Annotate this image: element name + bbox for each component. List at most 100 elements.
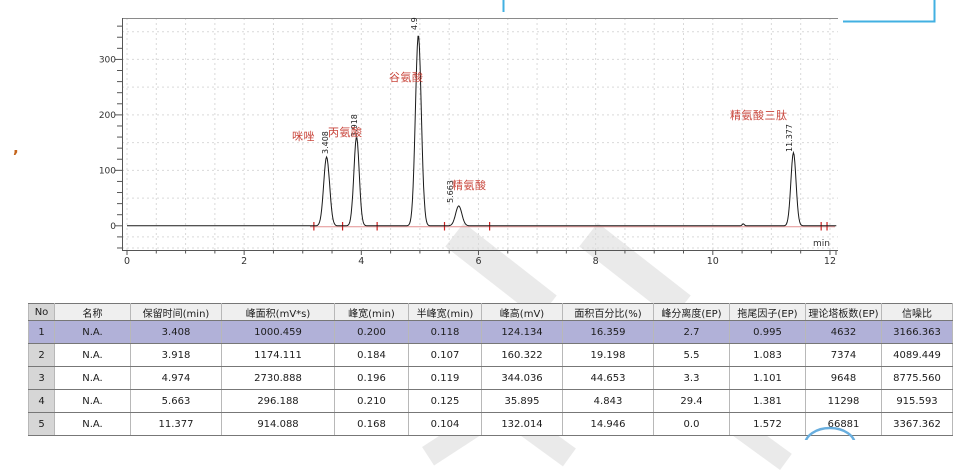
peak-component-label: 谷氨酸	[389, 70, 424, 84]
table-row[interactable]: 4 N.A. 5.663 296.188 0.210 0.125 35.895 4.843 29…	[28, 389, 953, 413]
table-cell: 3.3	[653, 366, 730, 390]
table-cell: 44.653	[562, 366, 654, 390]
table-cell: N.A.	[54, 366, 131, 390]
column-header: 名称	[54, 303, 131, 321]
table-cell: 35.895	[481, 389, 563, 413]
table-cell: 16.359	[562, 320, 654, 344]
table-cell: 0.125	[408, 389, 482, 413]
table-cell: 0.995	[729, 320, 806, 344]
column-header: 保留时间(min)	[130, 303, 222, 321]
signal-curve	[127, 35, 837, 227]
table-header-row: No 名称 保留时间(min) 峰面积(mV*s) 峰宽(min) 半峰宽(min) 峰高(…	[28, 303, 953, 321]
column-header: No	[28, 303, 55, 321]
column-header: 拖尾因子(EP)	[729, 303, 806, 321]
table-cell: 5.663	[130, 389, 222, 413]
column-header: 峰面积(mV*s)	[221, 303, 335, 321]
table-cell: 4.843	[562, 389, 654, 413]
peak-component-label: 精氨酸三肽	[730, 108, 788, 122]
column-header: 理论塔板数(EP)	[805, 303, 882, 321]
column-header: 峰分离度(EP)	[653, 303, 730, 321]
table-cell: 29.4	[653, 389, 730, 413]
table-cell: 0.210	[334, 389, 409, 413]
table-cell: 0.184	[334, 343, 409, 367]
peak-retention-time-label: 3.408	[321, 131, 330, 154]
table-row[interactable]: 3 N.A. 4.974 2730.888 0.196 0.119 344.036 44.65…	[28, 366, 953, 390]
table-cell: 3367.362	[881, 412, 953, 436]
table-cell: 4632	[805, 320, 882, 344]
table-cell: 0.119	[408, 366, 482, 390]
x-tick-label: 8	[593, 256, 599, 267]
y-tick-label: 100	[99, 166, 116, 176]
table-cell: 4	[28, 389, 55, 413]
table-cell: 0.168	[334, 412, 409, 436]
table-cell: 132.014	[481, 412, 563, 436]
peak-retention-time-label: 3.918	[350, 114, 359, 137]
x-axis-unit-label: min	[813, 239, 830, 249]
x-tick-label: 2	[241, 256, 247, 267]
table-cell: 1.101	[729, 366, 806, 390]
table-cell: 1174.111	[221, 343, 335, 367]
table-row[interactable]: 2 N.A. 3.918 1174.111 0.184 0.107 160.322 19.19…	[28, 343, 953, 367]
column-header: 半峰宽(min)	[408, 303, 482, 321]
table-cell: 0.200	[334, 320, 409, 344]
table-cell: 1	[28, 320, 55, 344]
peak-component-label: 精氨酸	[452, 178, 487, 192]
table-cell: 14.946	[562, 412, 654, 436]
table-row[interactable]: 1 N.A. 3.408 1000.459 0.200 0.118 124.134 16.35…	[28, 320, 953, 344]
table-cell: 0.107	[408, 343, 482, 367]
table-cell: 3.408	[130, 320, 222, 344]
x-tick-label: 4	[358, 256, 364, 267]
table-cell: N.A.	[54, 320, 131, 344]
stray-comma-text: ,	[13, 139, 19, 157]
table-cell: 7374	[805, 343, 882, 367]
chromatography-report-page: { "annotations": { "comma": ",", "callou…	[13, 0, 953, 470]
peak-component-label: 咪唑	[292, 130, 315, 143]
y-tick-label: 200	[99, 111, 116, 121]
x-tick-label: 10	[707, 256, 719, 267]
table-cell: 11298	[805, 389, 882, 413]
table-row[interactable]: 5 N.A. 11.377 914.088 0.168 0.104 132.014 14.94…	[28, 412, 953, 436]
column-header: 峰高(mV)	[481, 303, 563, 321]
table-cell: 1.381	[729, 389, 806, 413]
column-header: 信噪比	[881, 303, 953, 321]
y-tick-label: 300	[99, 55, 116, 65]
table-cell: 160.322	[481, 343, 563, 367]
table-cell: 5	[28, 412, 55, 436]
table-cell: 66881	[805, 412, 882, 436]
table-cell: N.A.	[54, 412, 131, 436]
table-cell: 3.918	[130, 343, 222, 367]
table-cell: 2.7	[653, 320, 730, 344]
x-tick-label: 0	[124, 256, 130, 267]
table-cell: 1000.459	[221, 320, 335, 344]
y-tick-label: 0	[110, 222, 116, 232]
table-cell: 3166.363	[881, 320, 953, 344]
peaks-table: No 名称 保留时间(min) 峰面积(mV*s) 峰宽(min) 半峰宽(min) 峰高(…	[28, 303, 953, 436]
x-tick-label: 6	[475, 256, 481, 267]
table-cell: 0.0	[653, 412, 730, 436]
table-cell: N.A.	[54, 389, 131, 413]
table-cell: 4.974	[130, 366, 222, 390]
table-cell: 914.088	[221, 412, 335, 436]
table-cell: 296.188	[221, 389, 335, 413]
peak-retention-time-label: 5.663	[446, 180, 455, 203]
x-tick-label: 12	[824, 256, 836, 267]
table-cell: 11.377	[130, 412, 222, 436]
table-cell: 0.196	[334, 366, 409, 390]
peak-retention-time-label: 11.377	[785, 124, 794, 152]
column-header: 峰宽(min)	[334, 303, 409, 321]
column-header: 面积百分比(%)	[562, 303, 654, 321]
chromatogram-chart: 0 100 200 300 0 2 4 6 8 10 12 min 3.408 3.918 4.9 5.663…	[99, 17, 838, 267]
peak-component-label: 丙氨酸	[328, 125, 363, 139]
table-cell: 1.083	[729, 343, 806, 367]
table-cell: 4089.449	[881, 343, 953, 367]
table-cell: 2730.888	[221, 366, 335, 390]
table-cell: 0.118	[408, 320, 482, 344]
table-cell: 1.572	[729, 412, 806, 436]
table-cell: 344.036	[481, 366, 563, 390]
table-cell: 3	[28, 366, 55, 390]
table-cell: 0.104	[408, 412, 482, 436]
table-cell: 8775.560	[881, 366, 953, 390]
peak-retention-time-label: 4.9	[410, 17, 419, 30]
table-cell: 915.593	[881, 389, 953, 413]
table-cell: N.A.	[54, 343, 131, 367]
